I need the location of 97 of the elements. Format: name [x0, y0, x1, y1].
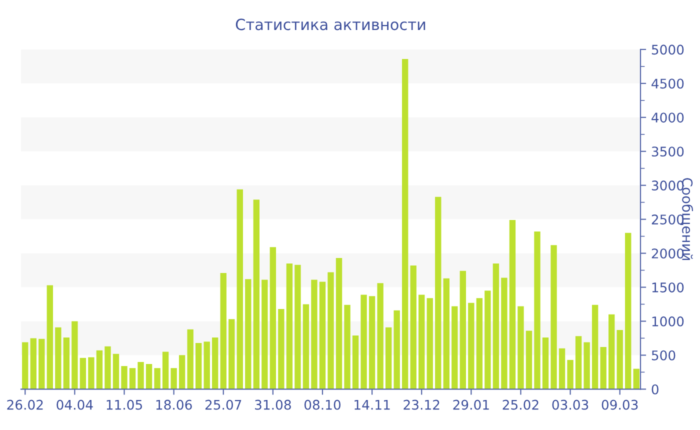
- x-tick-label: 25.02: [502, 400, 538, 410]
- bar: [38, 338, 45, 390]
- bar: [476, 298, 483, 390]
- bar: [426, 298, 433, 390]
- bar: [518, 306, 524, 390]
- bar: [492, 263, 500, 390]
- bar: [112, 354, 120, 390]
- bar: [368, 296, 376, 390]
- bar: [328, 272, 334, 390]
- x-tick-label: 26.02: [7, 400, 43, 410]
- bar: [72, 321, 78, 390]
- bar: [236, 189, 243, 390]
- bar: [63, 338, 70, 390]
- y-tick-label: 0: [652, 384, 658, 394]
- bar: [187, 329, 194, 390]
- bar: [534, 232, 540, 390]
- bar: [178, 355, 186, 390]
- bar: [468, 302, 474, 390]
- bar: [435, 196, 442, 390]
- bar: [344, 304, 350, 390]
- bar: [195, 342, 202, 390]
- bar: [30, 338, 36, 390]
- chart-title: Статистика активности: [236, 18, 426, 30]
- bar: [46, 285, 54, 390]
- bar: [509, 220, 516, 390]
- bar: [104, 346, 111, 390]
- bar: [154, 368, 160, 390]
- bar: [220, 272, 226, 390]
- bar: [385, 327, 392, 390]
- x-tick-label: 04.04: [56, 400, 93, 410]
- x-tick-label: 11.05: [106, 400, 142, 410]
- x-tick-label: 09.03: [602, 400, 638, 410]
- bar: [262, 280, 268, 390]
- x-tick-label: 25.07: [205, 400, 242, 410]
- bar: [212, 338, 218, 390]
- bar: [526, 330, 532, 390]
- bar: [302, 304, 310, 390]
- bar: [443, 278, 450, 390]
- x-tick-label: 31.08: [255, 400, 291, 410]
- bar: [245, 279, 252, 390]
- y-tick-label: 4500: [652, 78, 684, 89]
- y-tick-label: 1500: [652, 282, 684, 292]
- x-tick-label: 14.11: [354, 400, 390, 410]
- bar: [319, 282, 326, 390]
- bar: [278, 308, 284, 390]
- bar: [501, 278, 508, 390]
- bar: [253, 200, 260, 390]
- bar: [294, 264, 301, 390]
- x-tick-label: 18.06: [156, 400, 192, 410]
- bar: [418, 294, 425, 390]
- y-tick-label: 4000: [652, 112, 684, 123]
- y-tick-label: 3500: [652, 146, 684, 157]
- bar: [460, 270, 466, 390]
- bar: [336, 258, 342, 390]
- x-tick-label: 08.10: [304, 400, 340, 410]
- bar: [55, 327, 62, 390]
- y-tick-label: 500: [652, 350, 676, 360]
- bar: [129, 368, 136, 390]
- bar: [80, 358, 86, 390]
- bar: [633, 368, 640, 390]
- bar: [204, 342, 210, 390]
- bar: [162, 352, 169, 390]
- bar: [88, 357, 94, 390]
- bar: [360, 294, 367, 390]
- y-tick-label: 5000: [652, 44, 684, 55]
- bar: [558, 348, 566, 390]
- x-tick-label: 03.03: [552, 400, 588, 410]
- bar: [608, 314, 615, 390]
- y-tick-label: 1000: [652, 316, 684, 326]
- bar: [228, 319, 235, 390]
- x-tick-label: 23.12: [404, 400, 440, 410]
- bar: [270, 247, 276, 390]
- bar: [377, 283, 384, 390]
- bar: [352, 335, 359, 390]
- bar: [311, 280, 318, 390]
- bar: [410, 266, 416, 390]
- bar: [484, 290, 491, 390]
- bar: [567, 360, 574, 390]
- x-tick-label: 29.01: [453, 400, 489, 410]
- bar: [96, 350, 103, 390]
- bar: [600, 347, 606, 390]
- bar: [146, 364, 152, 390]
- bar: [592, 304, 598, 390]
- bar: [452, 306, 458, 390]
- bar: [584, 342, 590, 390]
- bar: [625, 232, 632, 390]
- bar: [22, 342, 28, 390]
- bar: [575, 336, 582, 390]
- bar: [542, 338, 549, 390]
- bar: [286, 263, 293, 390]
- bar: [550, 245, 557, 390]
- bar: [394, 310, 400, 390]
- bar: [170, 368, 177, 390]
- bar: [121, 366, 128, 390]
- bar: [616, 330, 623, 390]
- bar: [138, 362, 144, 390]
- bar: [402, 58, 408, 390]
